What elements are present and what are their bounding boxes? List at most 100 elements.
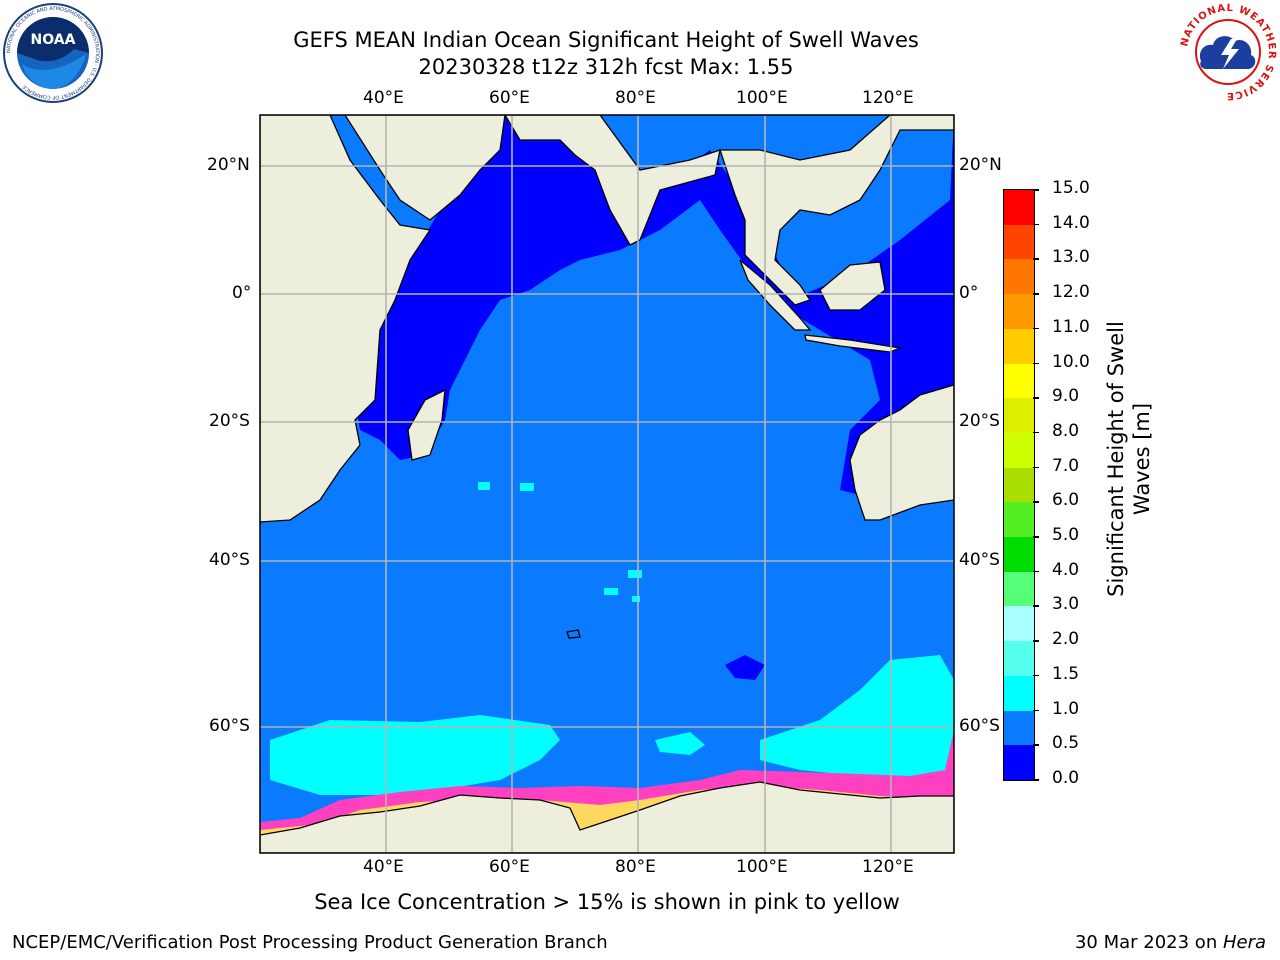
chart-title: GEFS MEAN Indian Ocean Significant Heigh… bbox=[293, 28, 919, 52]
colorbar-tick-label: 12.0 bbox=[1052, 282, 1090, 303]
lon-tick-bottom-60: 60°E bbox=[489, 857, 530, 877]
colorbar-tick-mark bbox=[1033, 674, 1039, 677]
colorbar-segment bbox=[1004, 640, 1034, 676]
colorbar-tick-mark bbox=[1033, 779, 1039, 781]
lon-tick-bottom-80: 80°E bbox=[615, 857, 656, 877]
colorbar-tick-mark bbox=[1033, 709, 1039, 712]
lat-tick-right-0: 0° bbox=[959, 283, 979, 303]
colorbar-segment bbox=[1004, 605, 1034, 642]
land-kerguelen bbox=[566, 629, 581, 639]
colorbar-segment bbox=[1004, 224, 1034, 260]
noaa-logo-text: NOAA bbox=[31, 32, 76, 48]
colorbar-tick-mark bbox=[1033, 536, 1039, 538]
lon-tick-bottom-120: 120°E bbox=[862, 857, 914, 877]
colorbar-tick-label: 8.0 bbox=[1052, 420, 1080, 441]
colorbar-segment bbox=[1004, 710, 1034, 746]
swell-band-0-0.5-north bbox=[355, 115, 954, 500]
swell-band-1.0-1.5-mid bbox=[655, 732, 705, 755]
colorbar-tick-mark bbox=[1033, 362, 1039, 365]
colorbar-tick-label: 4.0 bbox=[1052, 559, 1080, 580]
colorbar-tick-label: 5.0 bbox=[1052, 525, 1080, 546]
swell-specks bbox=[478, 482, 642, 602]
colorbar-tick-label: 0.0 bbox=[1052, 768, 1080, 788]
colorbar-segment bbox=[1004, 397, 1034, 433]
swell-band-0-0.5-patch bbox=[725, 655, 765, 680]
colorbar-tick-label: 1.0 bbox=[1052, 698, 1080, 719]
lon-tick-bottom-100: 100°E bbox=[736, 857, 788, 877]
colorbar-tick-mark bbox=[1033, 293, 1039, 295]
colorbar-tick-mark bbox=[1033, 189, 1039, 191]
land-madagascar bbox=[407, 388, 446, 461]
lon-tick-top-100: 100°E bbox=[736, 88, 788, 108]
colorbar-tick-mark bbox=[1033, 431, 1039, 434]
lon-tick-top-120: 120°E bbox=[862, 88, 914, 108]
lon-tick-bottom-40: 40°E bbox=[363, 857, 404, 877]
colorbar-label-line1: Significant Height of Swell bbox=[1104, 321, 1128, 597]
colorbar-tick-label: 0.5 bbox=[1052, 733, 1080, 754]
colorbar-segment bbox=[1004, 571, 1034, 607]
colorbar-tick-mark bbox=[1033, 570, 1039, 573]
gridlines bbox=[260, 115, 954, 853]
colorbar-tick-label: 11.0 bbox=[1052, 316, 1090, 337]
colorbar-ticks: 0.0 0.5 1.0 1.5 2.0 3.0 4.0 5.0 6.0 7.0 8.0 9.0 10.0… bbox=[1033, 178, 1113, 788]
colorbar-segment bbox=[1004, 189, 1034, 225]
land-australia bbox=[849, 384, 954, 521]
colorbar-segment bbox=[1004, 328, 1034, 364]
footer-machine: Hera bbox=[1222, 932, 1266, 953]
map-frame bbox=[259, 114, 955, 854]
footer-branch: NCEP/EMC/Verification Post Processing Pr… bbox=[12, 932, 608, 953]
colorbar-tick-mark bbox=[1033, 501, 1039, 503]
lat-tick-right-20s: 20°S bbox=[959, 411, 1000, 431]
lat-tick-left-60s: 60°S bbox=[209, 716, 250, 736]
colorbar-tick-mark bbox=[1033, 640, 1039, 642]
lon-tick-top-60: 60°E bbox=[489, 88, 530, 108]
land-antarctica bbox=[260, 781, 954, 853]
nws-logo: NATIONAL WEATHER SERVICE bbox=[1179, 3, 1276, 101]
colorbar-label: Significant Height of Swell Waves [m] bbox=[1103, 309, 1157, 609]
land-sumatra bbox=[739, 259, 812, 331]
colorbar-tick-mark bbox=[1033, 466, 1039, 469]
colorbar-tick-label: 15.0 bbox=[1052, 178, 1090, 198]
colorbar-segment bbox=[1004, 432, 1034, 468]
sea-ice-caption: Sea Ice Concentration > 15% is shown in … bbox=[314, 890, 900, 914]
colorbar-tick-label: 3.0 bbox=[1052, 594, 1080, 615]
land-africa-arabia bbox=[260, 115, 506, 523]
colorbar-tick-label: 9.0 bbox=[1052, 386, 1080, 407]
colorbar-tick-mark bbox=[1033, 744, 1039, 746]
swell-band-1.0-1.5-east bbox=[760, 655, 954, 778]
lat-tick-left-20s: 20°S bbox=[209, 411, 250, 431]
colorbar-tick-label: 1.5 bbox=[1052, 663, 1080, 684]
colorbar-tick-mark bbox=[1033, 223, 1039, 226]
lat-tick-right-20n: 20°N bbox=[959, 155, 1002, 175]
colorbar-segment bbox=[1004, 675, 1034, 711]
land-borneo bbox=[819, 261, 886, 311]
colorbar-tick-label: 7.0 bbox=[1052, 455, 1080, 476]
lon-tick-top-40: 40°E bbox=[363, 88, 404, 108]
colorbar-segment bbox=[1004, 293, 1034, 329]
colorbar-tick-label: 10.0 bbox=[1052, 351, 1090, 372]
colorbar-segment bbox=[1004, 467, 1034, 503]
colorbar-tick-label: 2.0 bbox=[1052, 629, 1080, 650]
colorbar-tick-mark bbox=[1033, 397, 1039, 399]
colorbar-tick-label: 6.0 bbox=[1052, 490, 1080, 511]
lat-tick-left-20n: 20°N bbox=[207, 155, 250, 175]
colorbar-label-line2: Waves [m] bbox=[1130, 402, 1154, 516]
lat-tick-left-0: 0° bbox=[232, 283, 252, 303]
colorbar-segment bbox=[1004, 536, 1034, 572]
land-java bbox=[804, 334, 903, 353]
colorbar-segment bbox=[1004, 363, 1034, 399]
colorbar bbox=[1003, 189, 1035, 781]
colorbar-segment bbox=[1004, 501, 1034, 538]
colorbar-tick-label: 13.0 bbox=[1052, 247, 1090, 268]
footer-date-text: 30 Mar 2023 on bbox=[1074, 932, 1223, 953]
footer-date: 30 Mar 2023 on Hera bbox=[1075, 932, 1266, 953]
map-area bbox=[260, 115, 954, 853]
lon-tick-top-80: 80°E bbox=[615, 88, 656, 108]
colorbar-segment bbox=[1004, 744, 1034, 780]
swell-band-1.0-1.5-west bbox=[270, 715, 560, 795]
colorbar-tick-label: 14.0 bbox=[1052, 212, 1090, 233]
colorbar-tick-mark bbox=[1033, 258, 1039, 260]
colorbar-tick-mark bbox=[1033, 327, 1039, 330]
colorbar-tick-mark bbox=[1033, 605, 1039, 607]
